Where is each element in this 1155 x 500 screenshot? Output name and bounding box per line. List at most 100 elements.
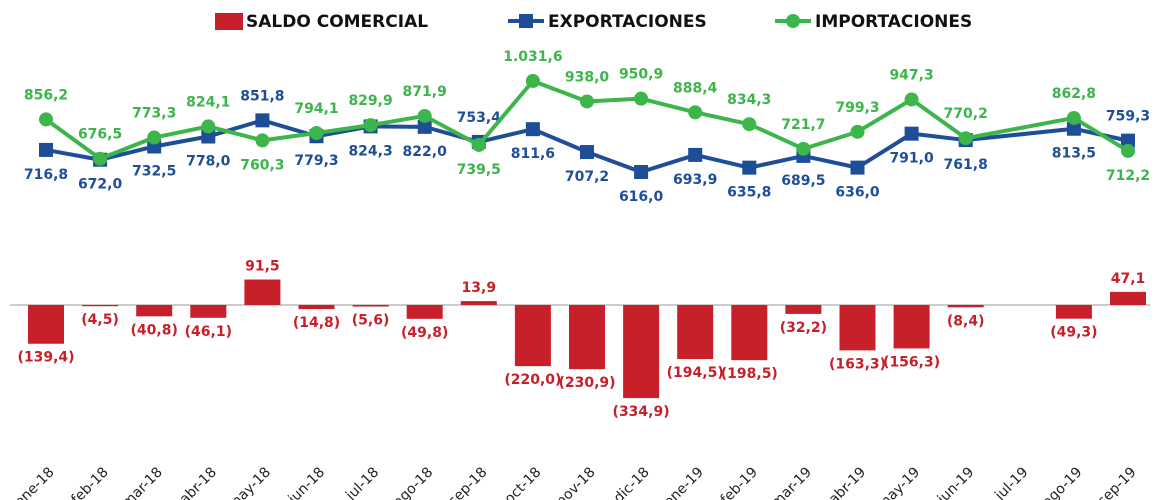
marker xyxy=(580,94,594,109)
x-tick-label: dic-18 xyxy=(611,464,653,500)
legend-label: SALDO COMERCIAL xyxy=(246,12,428,32)
marker xyxy=(1066,110,1081,125)
bar xyxy=(893,304,930,349)
bar-label: (4,5) xyxy=(81,312,119,328)
marker xyxy=(904,126,919,141)
point-label: 851,8 xyxy=(240,88,284,104)
marker xyxy=(634,91,649,106)
point-label: 947,3 xyxy=(889,67,933,83)
point-label: 716,8 xyxy=(24,167,68,183)
marker xyxy=(471,137,486,152)
x-tick-label: jul-18 xyxy=(342,464,382,500)
marker xyxy=(309,125,324,140)
marker xyxy=(201,119,216,134)
point-label: 676,5 xyxy=(78,127,122,143)
marker xyxy=(255,133,270,148)
bar xyxy=(1055,304,1092,319)
point-label: 707,2 xyxy=(565,169,609,185)
point-label: 799,3 xyxy=(835,100,879,116)
bar xyxy=(947,304,984,308)
bar-label: (230,9) xyxy=(558,375,615,391)
series-line xyxy=(45,118,1129,174)
x-tick-label: ene-19 xyxy=(661,464,707,500)
point-label: 779,3 xyxy=(294,153,338,169)
marker xyxy=(93,151,108,166)
point-label: 778,0 xyxy=(186,154,231,170)
point-label: 693,9 xyxy=(673,172,717,188)
bar xyxy=(406,304,443,319)
legend-marker xyxy=(786,14,800,28)
x-tick-label: oct-18 xyxy=(502,464,545,500)
point-label: 753,4 xyxy=(457,110,502,126)
bar xyxy=(244,279,281,305)
bar-label: (8,4) xyxy=(947,313,985,329)
bar-label: (139,4) xyxy=(17,350,74,366)
bar xyxy=(136,304,173,317)
marker xyxy=(850,124,865,139)
marker xyxy=(742,160,757,175)
point-label: 760,3 xyxy=(240,157,284,173)
x-tick-label: jun-18 xyxy=(285,464,328,500)
marker xyxy=(742,117,757,132)
marker xyxy=(525,122,540,137)
point-label: 721,7 xyxy=(781,117,825,133)
point-label: 712,2 xyxy=(1106,168,1150,184)
x-tick-label: abr-19 xyxy=(826,464,869,500)
marker xyxy=(1121,133,1135,148)
x-tick-label: sep-19 xyxy=(1095,464,1140,500)
marker xyxy=(147,130,162,145)
bar xyxy=(677,304,714,360)
marker xyxy=(688,147,703,162)
point-label: 773,3 xyxy=(132,106,176,122)
bar xyxy=(569,304,605,370)
marker xyxy=(904,92,919,107)
point-label: 811,6 xyxy=(511,146,555,162)
point-label: 732,5 xyxy=(132,163,176,179)
marker xyxy=(363,118,378,133)
x-tick-label: may-18 xyxy=(225,464,274,500)
point-label: 739,5 xyxy=(457,162,501,178)
point-label: 770,2 xyxy=(944,106,988,122)
point-label: 813,5 xyxy=(1052,146,1096,162)
x-tick-label: jun-19 xyxy=(934,464,977,500)
x-tick-label: nov-18 xyxy=(553,464,598,500)
point-label: 794,1 xyxy=(294,101,338,117)
bar-label: (334,9) xyxy=(613,404,670,420)
bar xyxy=(1110,291,1146,305)
bar-label: 47,1 xyxy=(1111,271,1146,287)
bar-label: 13,9 xyxy=(462,280,497,296)
bar-label: 91,5 xyxy=(245,259,280,275)
point-label: 938,0 xyxy=(565,69,610,85)
bar-label: (156,3) xyxy=(883,354,940,370)
bar xyxy=(514,304,551,367)
x-tick-label: feb-18 xyxy=(68,464,111,500)
point-label: 636,0 xyxy=(835,185,880,201)
bar-label: (198,5) xyxy=(721,366,778,382)
x-tick-label: mar-18 xyxy=(119,464,166,500)
marker xyxy=(1121,143,1135,158)
marker xyxy=(850,160,865,175)
x-tick-label: jul-19 xyxy=(991,464,1031,500)
marker xyxy=(201,129,216,144)
bar xyxy=(731,304,768,361)
bar xyxy=(190,304,227,318)
legend-marker xyxy=(519,14,533,28)
x-tick-label: may-19 xyxy=(874,464,923,500)
legend-label: EXPORTACIONES xyxy=(548,12,707,32)
marker xyxy=(796,141,811,156)
x-tick-label: mar-19 xyxy=(768,464,815,500)
x-tick-label: feb-19 xyxy=(718,464,761,500)
x-tick-label: ene-18 xyxy=(12,464,58,500)
marker xyxy=(39,142,53,157)
bar-label: (194,5) xyxy=(667,365,724,381)
marker xyxy=(39,112,53,127)
markers: 716,8 672,0 732,5 778,0 851,8 779,3 824,3 822,0… xyxy=(24,88,1150,205)
point-label: 834,3 xyxy=(727,92,771,108)
bar xyxy=(82,304,119,307)
point-label: 1.031,6 xyxy=(503,49,562,65)
bar-label: (32,2) xyxy=(780,320,827,336)
point-label: 871,9 xyxy=(403,84,447,100)
x-tick-label: sep-18 xyxy=(445,464,490,500)
bar-label: (14,8) xyxy=(293,315,340,331)
